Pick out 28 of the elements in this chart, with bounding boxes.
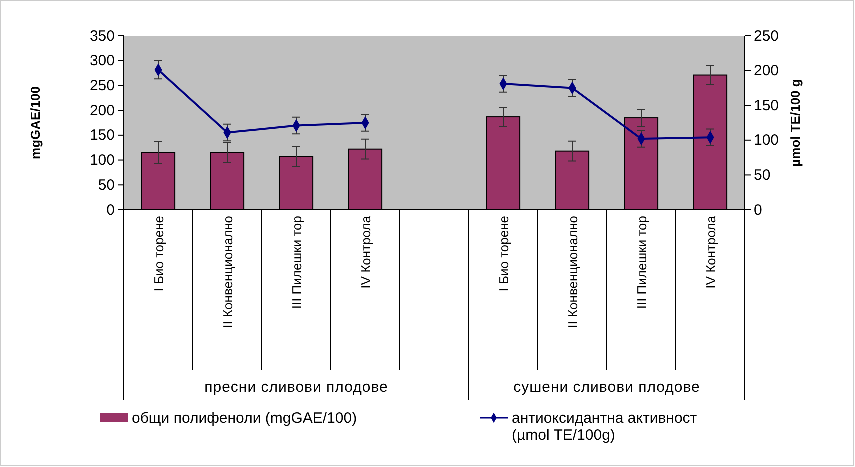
x-tick-label: II Конвенционално	[566, 216, 580, 328]
x-tick-label: III Пилешки тор	[634, 216, 650, 310]
y2-tick-label: 250	[754, 28, 780, 45]
y-tick-label: 150	[90, 127, 115, 144]
legend-label: антиоксидантна активност (µmol TE/100g)	[512, 410, 698, 444]
y2-tick-label: 150	[754, 97, 780, 114]
y-axis-title: mgGAE/100	[28, 86, 43, 160]
y2-tick-label: 50	[754, 167, 771, 184]
y-tick-label: 300	[90, 52, 115, 70]
legend-label: общи полифеноли (mgGAE/100)	[132, 410, 358, 427]
y-tick-label: 50	[98, 176, 115, 194]
y2-axis-title: µmol TE/100 g	[788, 79, 803, 167]
y2-tick-label: 100	[754, 132, 780, 150]
y2-tick-label: 200	[754, 62, 780, 80]
x-tick-label: IV Контрола	[704, 215, 718, 289]
y-tick-label: 200	[90, 102, 115, 120]
text: пресни сливови плодове	[204, 379, 388, 396]
x-tick-label: I Био торене	[152, 216, 166, 292]
text: сушени сливови плодове	[514, 379, 700, 396]
x-tick-label: IV Контрола	[358, 215, 374, 289]
x-tick-label: II Конвенционално	[220, 216, 236, 328]
x-tick-label: I Био торене	[496, 216, 512, 292]
y-tick-label: 250	[90, 78, 115, 95]
y-tick-label: 0	[106, 202, 115, 219]
x-tick-label: III Пилешки тор	[290, 216, 304, 310]
y-tick-label: 100	[90, 152, 115, 170]
y-tick-label: 350	[90, 28, 115, 45]
y2-tick-label: 0	[754, 202, 762, 219]
